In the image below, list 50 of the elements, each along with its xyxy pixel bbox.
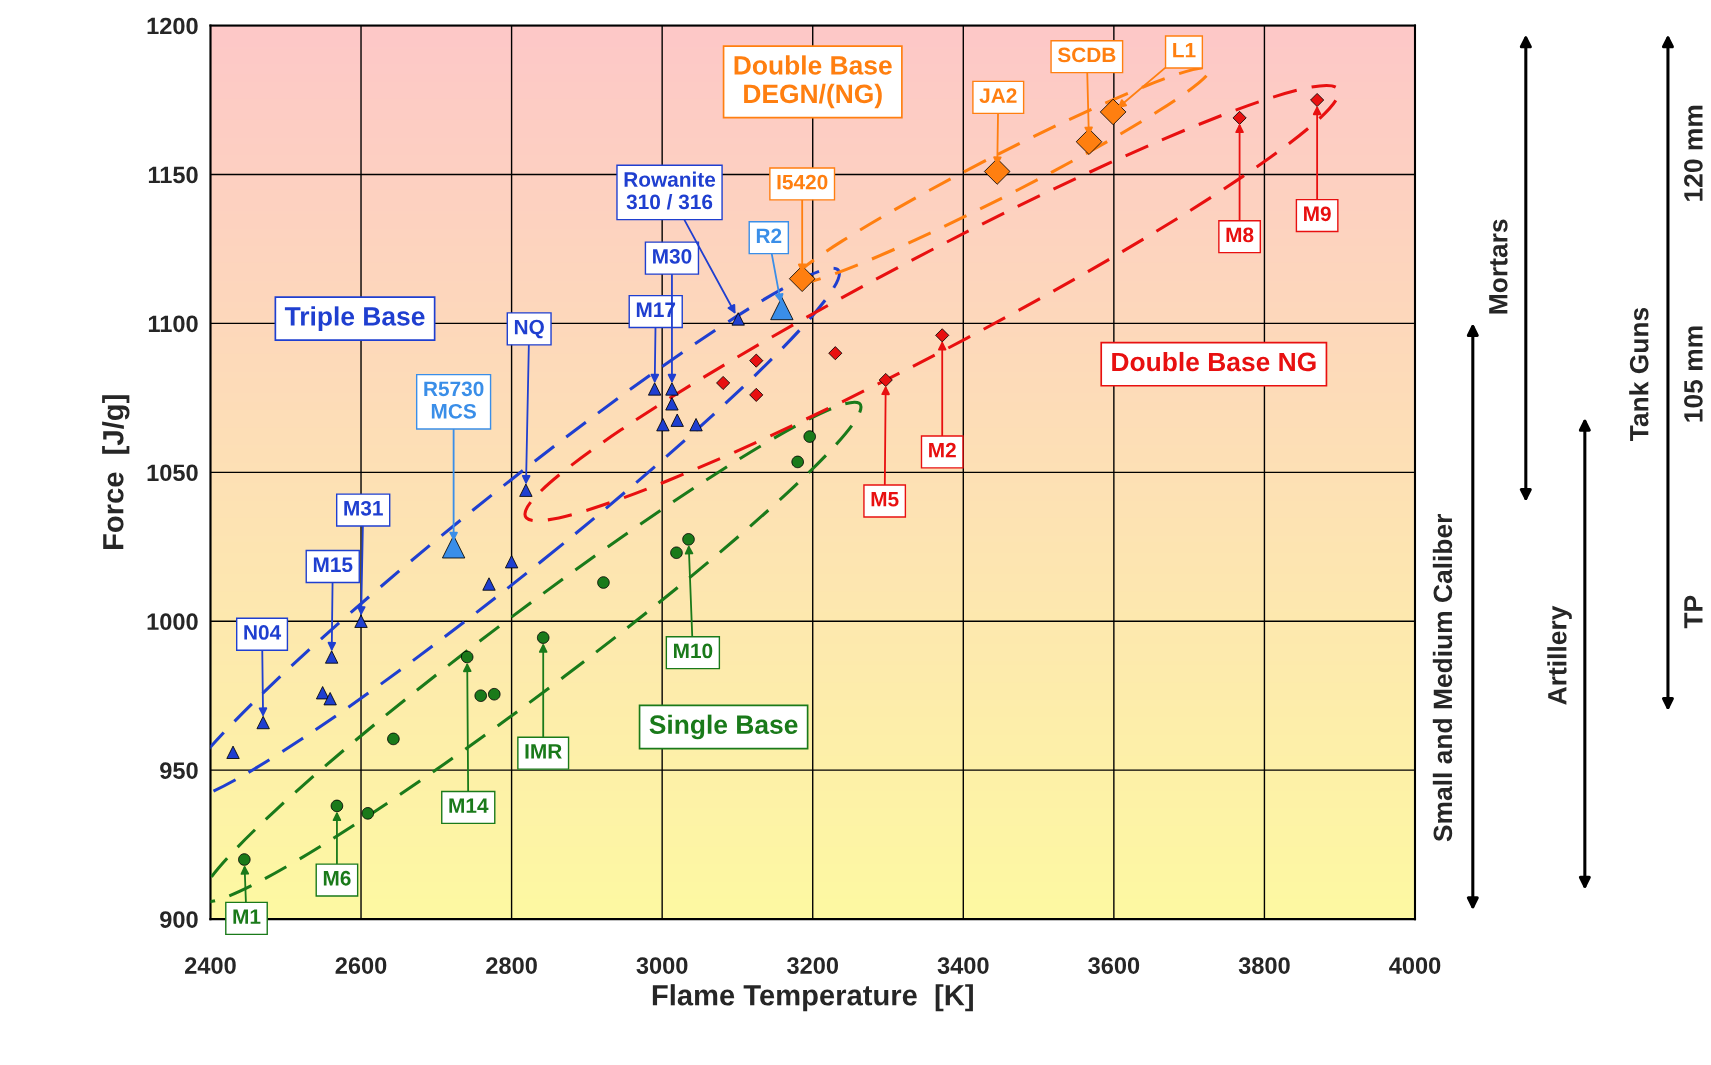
annotation: M14 (449, 798, 489, 813)
x-tick-label: 4000 (1389, 957, 1441, 974)
x-tick-label: 3600 (1088, 957, 1140, 974)
annotation: I5420 (777, 174, 828, 190)
x-tick-label: 2600 (335, 957, 387, 974)
text: Tank Guns (1629, 307, 1649, 441)
x-tick-label: 3400 (937, 957, 989, 974)
text: TP (1684, 595, 1703, 629)
x-tick-label: 2400 (185, 957, 236, 974)
annotation: M1 (233, 909, 261, 924)
y-tick-label: 1200 (147, 17, 198, 35)
text: Single Base (649, 714, 798, 740)
annotation: M31 (344, 500, 383, 516)
annotation: M15 (313, 557, 353, 573)
text: Artillery (1547, 605, 1572, 705)
annotation: M2 (929, 442, 956, 458)
annotation: M8 (1226, 227, 1254, 243)
text: Double Base DEGN/(NG) (734, 55, 892, 109)
y-tick-label: 950 (160, 762, 198, 779)
text: Triple Base (284, 306, 425, 331)
y-tick-label: 1000 (147, 613, 198, 631)
x-axis-title: Flame Temperature [K] (652, 984, 973, 1012)
annotation: NQ (514, 319, 544, 339)
annotation: M6 (323, 870, 351, 886)
annotation: N04 (244, 625, 282, 640)
x-tick-label: 3000 (636, 957, 688, 974)
text: Double Base NG (1112, 351, 1316, 372)
y-tick-label: 1100 (148, 315, 198, 333)
annotation: M5 (871, 492, 899, 507)
annotation: M9 (1304, 206, 1331, 222)
annotation: SCDB (1057, 47, 1116, 63)
x-tick-label: 2800 (486, 957, 537, 974)
x-tick-label: 3800 (1238, 957, 1290, 974)
annotation: Rowanite 310 / 316 (624, 171, 716, 210)
y-tick-label: 1150 (148, 166, 198, 184)
annotation: M10 (674, 643, 713, 659)
y-tick-label: 1050 (147, 464, 198, 482)
y-axis-title: Force [J/g] (102, 395, 130, 549)
text: 105 mm (1684, 326, 1703, 422)
annotation: R5730 MCS (424, 381, 484, 419)
annotation: JA2 (979, 88, 1017, 103)
text: 120 mm (1684, 105, 1703, 201)
x-tick-label: 3200 (787, 957, 839, 974)
text: Mortars (1489, 219, 1508, 314)
text: Small and Medium Caliber (1432, 514, 1453, 842)
annotation: IMR (525, 744, 562, 759)
annotation: M30 (653, 248, 692, 264)
annotation: L1 (1173, 43, 1196, 58)
annotation: R2 (756, 228, 782, 244)
y-tick-label: 900 (160, 911, 198, 928)
